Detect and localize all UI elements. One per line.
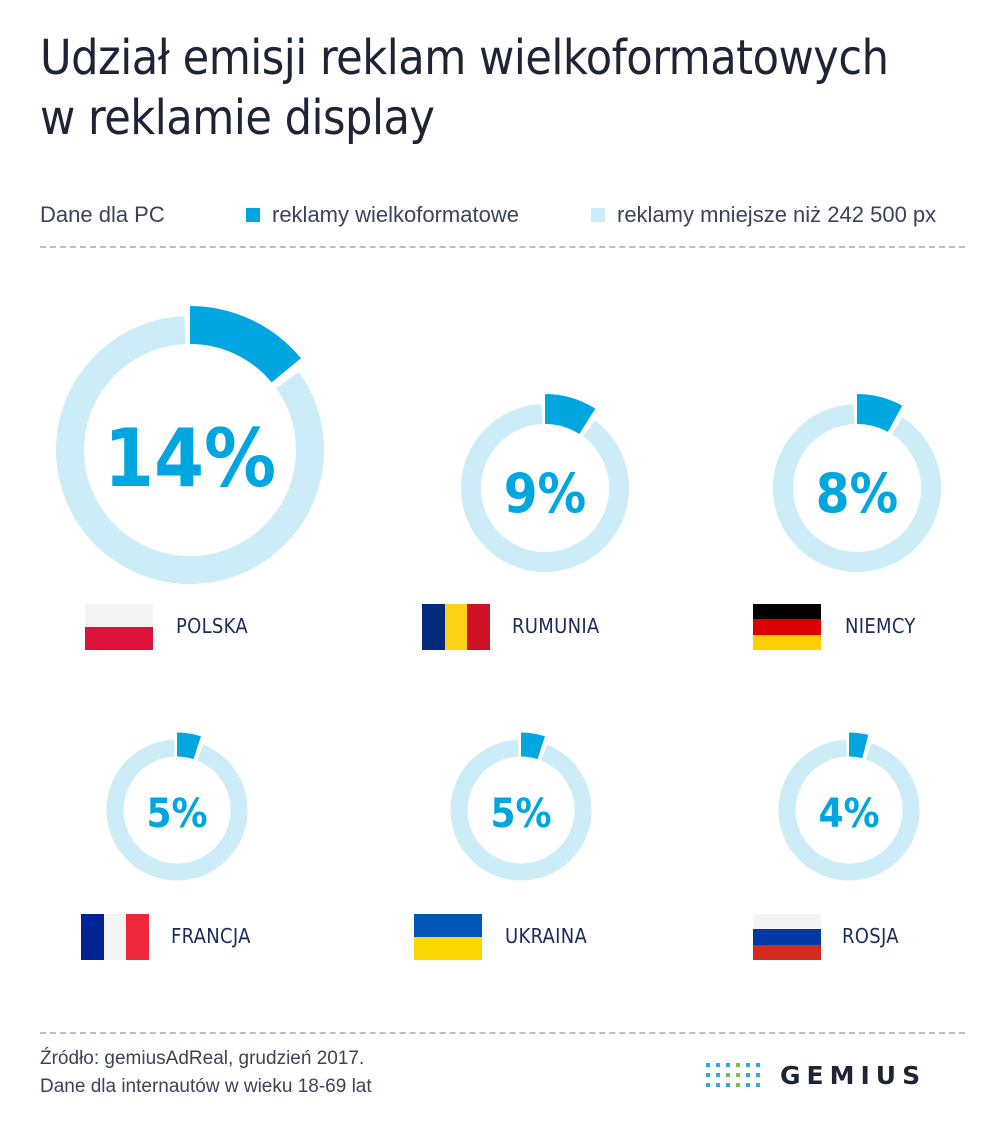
- donut-slice-large-polska: [190, 306, 301, 383]
- gemius-wordmark: GEMIUS: [780, 1060, 927, 1090]
- donut-polska: 14%: [56, 306, 324, 584]
- data-note: Dane dla PC: [40, 202, 165, 227]
- chart-title: Udział emisji reklam wielkoformatowych w…: [40, 28, 990, 148]
- gemius-dots-icon: [706, 1063, 760, 1087]
- source-note: Źródło: gemiusAdReal, grudzień 2017.: [40, 1048, 365, 1069]
- donut-francja: 5%: [106, 732, 248, 881]
- donut-value-label-niemcy: 8%: [816, 462, 898, 525]
- donut-slice-large-francja: [177, 732, 201, 760]
- flag-ukraine-icon: [414, 914, 482, 960]
- country-label-rumunia: RUMUNIA: [512, 614, 600, 638]
- flag-poland-icon: [85, 604, 153, 650]
- donut-niemcy: 8%: [773, 394, 941, 572]
- legend: Dane dla PC reklamy wielkoformatowe rekl…: [40, 202, 965, 234]
- donut-rumunia: 9%: [461, 394, 629, 572]
- flag-germany-icon: [753, 604, 821, 650]
- bottom-divider: [40, 1032, 965, 1034]
- legend-label-large: reklamy wielkoformatowe: [272, 202, 519, 227]
- audience-note: Dane dla internautów w wieku 18-69 lat: [40, 1076, 372, 1097]
- donut-slice-large-rumunia: [545, 394, 596, 434]
- donut-value-label-rumunia: 9%: [504, 462, 586, 525]
- donut-slice-large-niemcy: [857, 394, 903, 432]
- country-label-rosja: ROSJA: [842, 924, 899, 948]
- donut-value-label-francja: 5%: [146, 791, 207, 837]
- country-label-polska: POLSKA: [176, 614, 249, 638]
- gemius-logo: GEMIUS: [706, 1060, 926, 1090]
- title-line-2: w reklamie display: [40, 90, 435, 146]
- donut-value-label-ukraina: 5%: [490, 791, 551, 837]
- legend-swatch-small: [591, 208, 605, 222]
- top-divider: [40, 246, 965, 248]
- legend-swatch-large: [246, 208, 260, 222]
- legend-item-small: reklamy mniejsze niż 242 500 px: [591, 202, 936, 228]
- donut-rosja: 4%: [778, 732, 920, 881]
- footer: Źródło: gemiusAdReal, grudzień 2017. Dan…: [40, 1045, 372, 1101]
- flag-romania-icon: [422, 604, 490, 650]
- legend-label-small: reklamy mniejsze niż 242 500 px: [617, 202, 937, 227]
- donut-value-label-polska: 14%: [104, 412, 276, 505]
- donut-ukraina: 5%: [450, 732, 592, 881]
- legend-item-large: reklamy wielkoformatowe: [246, 202, 519, 228]
- donut-slice-large-rosja: [849, 732, 869, 759]
- donut-value-label-rosja: 4%: [818, 791, 879, 837]
- flag-france-icon: [81, 914, 149, 960]
- country-label-niemcy: NIEMCY: [845, 614, 916, 638]
- donut-slice-large-ukraina: [521, 732, 545, 760]
- country-label-francja: FRANCJA: [171, 924, 251, 948]
- title-line-1: Udział emisji reklam wielkoformatowych: [40, 30, 889, 86]
- country-label-ukraina: UKRAINA: [505, 924, 588, 948]
- flag-russia-icon: [753, 914, 821, 960]
